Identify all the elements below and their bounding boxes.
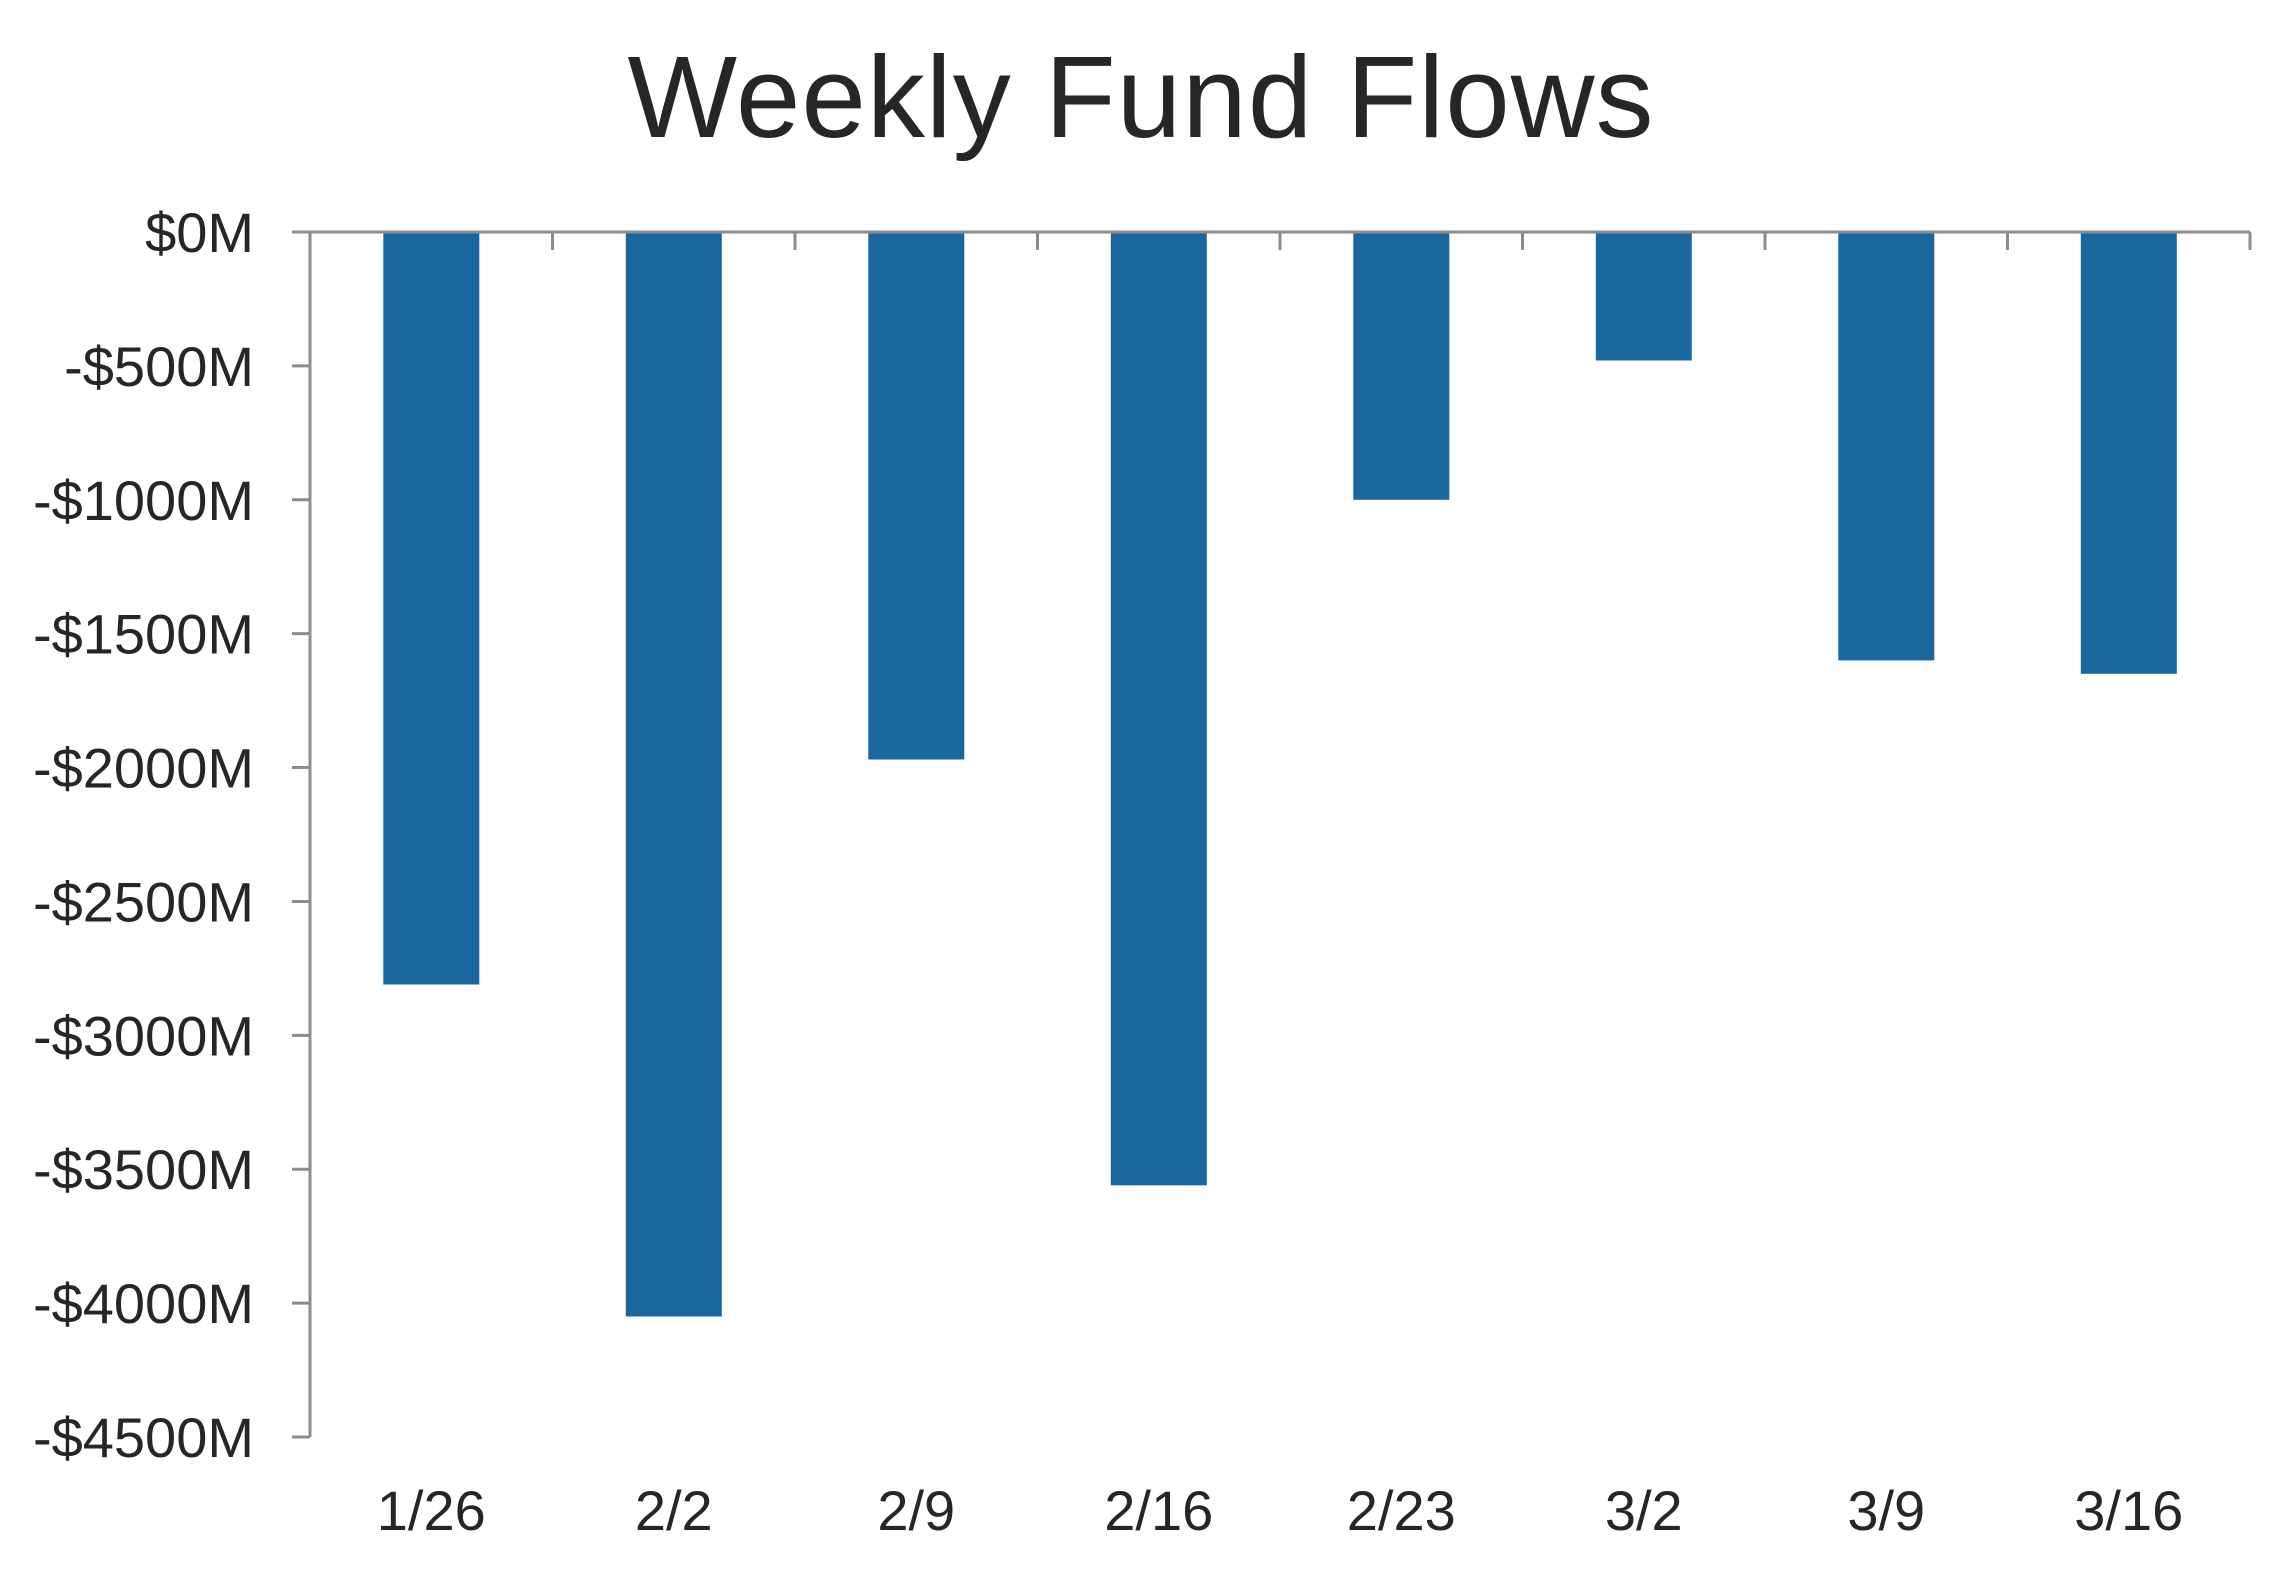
y-tick-label: -$1000M — [33, 469, 254, 532]
bar-1-26 — [383, 232, 480, 985]
y-tick-label: -$4000M — [33, 1272, 254, 1335]
x-tick-label: 2/2 — [635, 1479, 713, 1542]
y-tick-label: -$3500M — [33, 1138, 254, 1201]
x-tick-label: 3/9 — [1847, 1479, 1925, 1542]
bars-group — [383, 232, 2177, 1317]
bar-2-9 — [868, 232, 965, 760]
bar-3-16 — [2080, 232, 2177, 674]
x-tick-label: 3/2 — [1605, 1479, 1683, 1542]
y-tick-label: -$4500M — [33, 1406, 254, 1469]
y-tick-label: -$3000M — [33, 1004, 254, 1067]
x-tick-labels: 1/26 2/2 2/9 2/16 2/23 3/2 3/9 3/16 — [377, 1479, 2184, 1542]
axes-group — [292, 230, 2252, 1439]
y-tick-label: -$2000M — [33, 737, 254, 800]
bar-2-23 — [1353, 232, 1450, 500]
bar-2-16 — [1110, 232, 1207, 1186]
x-tick-label: 1/26 — [377, 1479, 486, 1542]
x-tick-label: 3/16 — [2074, 1479, 2183, 1542]
y-tick-label: $0M — [145, 201, 254, 264]
y-tick-label: -$2500M — [33, 870, 254, 933]
x-tick-label: 2/16 — [1104, 1479, 1213, 1542]
bar-2-2 — [625, 232, 722, 1317]
y-tick-labels: $0M -$500M -$1000M -$1500M -$2000M -$2500M -$3… — [33, 201, 254, 1469]
chart-title: Weekly Fund Flows — [627, 32, 1655, 162]
bar-3-9 — [1838, 232, 1935, 661]
x-tick-label: 2/9 — [877, 1479, 955, 1542]
y-tick-label: -$1500M — [33, 603, 254, 666]
y-tick-label: -$500M — [64, 335, 254, 398]
bar-3-2 — [1595, 232, 1692, 361]
x-tick-label: 2/23 — [1347, 1479, 1456, 1542]
